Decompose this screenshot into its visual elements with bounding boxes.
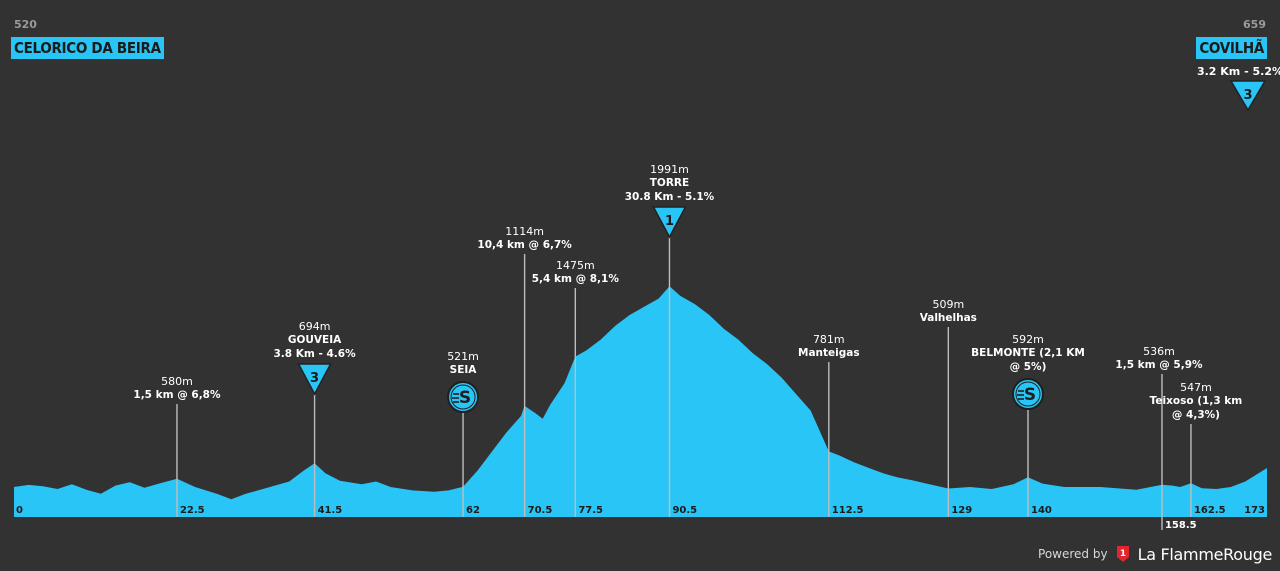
- distance-tick-label: 158.5: [1165, 520, 1197, 531]
- elevation-profile: [14, 286, 1267, 517]
- distance-tick-label: 173: [1244, 505, 1265, 516]
- point-altitude: 521m: [447, 350, 479, 363]
- point-detail: 30.8 Km - 5.1%: [625, 191, 715, 203]
- point-detail: @ 4,3%): [1172, 409, 1220, 421]
- brand-name: La FlammeRouge: [1137, 544, 1273, 564]
- point-altitude: 1114m: [505, 225, 544, 238]
- sprint-icon: S: [1011, 378, 1044, 410]
- point-altitude: 781m: [813, 333, 845, 346]
- point-altitude: 547m: [1180, 381, 1212, 394]
- profile-area: [14, 286, 1267, 517]
- point-altitude: 694m: [299, 320, 331, 333]
- sprint-glyph: S: [459, 388, 471, 408]
- point-altitude: 592m: [1012, 333, 1044, 346]
- point-name: Manteigas: [798, 347, 860, 359]
- distance-tick-label: 62: [466, 505, 480, 516]
- distance-tick-label: 0: [16, 505, 23, 516]
- point-altitude: 1991m: [650, 163, 689, 176]
- point-name: Valhelhas: [920, 312, 977, 324]
- distance-tick-label: 22.5: [180, 505, 205, 516]
- distance-axis: 0 22.5 41.5 62 70.5 77.5 90.5 112.5 129 140 158.5 1…: [16, 505, 1265, 531]
- point-name: 1,5 km @ 5,9%: [1115, 359, 1203, 371]
- distance-tick-label: 77.5: [578, 505, 603, 516]
- distance-tick-label: 90.5: [672, 505, 697, 516]
- point-name: 5,4 km @ 8,1%: [532, 273, 620, 285]
- logo-number: 1: [1119, 549, 1125, 559]
- point-name: Teixoso (1,3 km: [1150, 395, 1243, 407]
- point-name: 10,4 km @ 6,7%: [477, 239, 572, 251]
- distance-tick-label: 129: [951, 505, 972, 516]
- finish-altitude: 659: [1243, 18, 1266, 31]
- sprint-icon: S: [447, 381, 480, 413]
- footer-credit: Powered by 1 La FlammeRouge: [1038, 543, 1272, 565]
- point-altitude: 536m: [1143, 345, 1175, 358]
- flamme-rouge-logo-icon: 1: [1116, 545, 1130, 563]
- finish-kom-icon: 3: [1229, 80, 1267, 112]
- point-detail: @ 5%): [1010, 361, 1047, 373]
- distance-tick-label: 41.5: [318, 505, 343, 516]
- kom-category: 3: [310, 371, 319, 386]
- kom-triangle-icon: 1: [652, 206, 687, 239]
- point-detail: 3.8 Km - 4.6%: [274, 348, 357, 360]
- point-name: SEIA: [450, 364, 478, 376]
- sprint-glyph: S: [1024, 385, 1036, 405]
- distance-tick-label: 140: [1031, 505, 1052, 516]
- point-name: GOUVEIA: [288, 334, 342, 346]
- point-name: 1,5 km @ 6,8%: [133, 389, 221, 401]
- finish-city: COVILHÃ: [1196, 37, 1267, 59]
- point-altitude: 580m: [161, 375, 193, 388]
- kom-triangle-icon: 3: [297, 363, 332, 396]
- distance-tick-label: 162.5: [1194, 505, 1226, 516]
- point-lines: [176, 237, 1192, 530]
- distance-tick-label: 112.5: [832, 505, 864, 516]
- point-altitude: 509m: [932, 298, 964, 311]
- point-name: TORRE: [650, 177, 689, 189]
- kom-category: 1: [665, 214, 674, 229]
- point-name: BELMONTE (2,1 KM: [971, 347, 1085, 359]
- finish-kom-category: 3: [1243, 88, 1252, 103]
- point-altitude: 1475m: [556, 259, 595, 272]
- start-altitude: 520: [14, 18, 37, 31]
- distance-tick-label: 70.5: [528, 505, 553, 516]
- finish-climb-detail: 3.2 Km - 5.2%: [1197, 65, 1280, 78]
- powered-by-text: Powered by: [1038, 547, 1108, 561]
- start-city: CELORICO DA BEIRA: [11, 37, 164, 59]
